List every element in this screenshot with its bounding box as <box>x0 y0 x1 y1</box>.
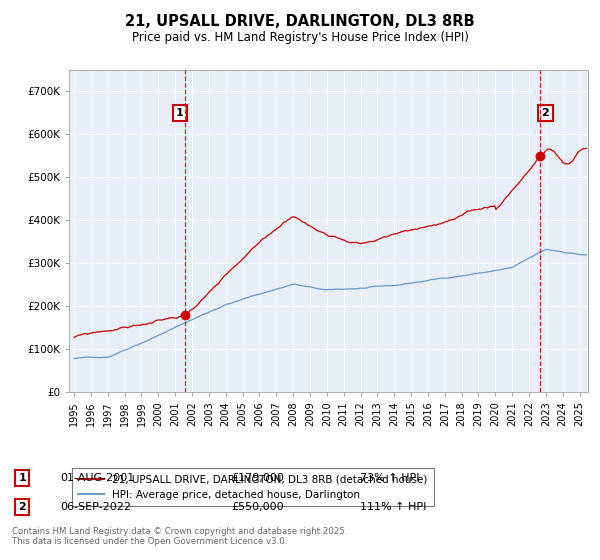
Text: Contains HM Land Registry data © Crown copyright and database right 2025.
This d: Contains HM Land Registry data © Crown c… <box>12 526 347 546</box>
Legend: 21, UPSALL DRIVE, DARLINGTON, DL3 8RB (detached house), HPI: Average price, deta: 21, UPSALL DRIVE, DARLINGTON, DL3 8RB (d… <box>71 468 434 506</box>
Text: 2: 2 <box>19 502 26 512</box>
Text: 1: 1 <box>19 473 26 483</box>
Text: £179,000: £179,000 <box>231 473 284 483</box>
Text: £550,000: £550,000 <box>231 502 284 512</box>
Text: 1: 1 <box>176 108 184 118</box>
Text: 21, UPSALL DRIVE, DARLINGTON, DL3 8RB: 21, UPSALL DRIVE, DARLINGTON, DL3 8RB <box>125 14 475 29</box>
Text: 2: 2 <box>541 108 549 118</box>
Text: 01-AUG-2001: 01-AUG-2001 <box>60 473 134 483</box>
Text: 06-SEP-2022: 06-SEP-2022 <box>60 502 131 512</box>
Text: 111% ↑ HPI: 111% ↑ HPI <box>360 502 427 512</box>
Text: Price paid vs. HM Land Registry's House Price Index (HPI): Price paid vs. HM Land Registry's House … <box>131 31 469 44</box>
Text: 73% ↑ HPI: 73% ↑ HPI <box>360 473 419 483</box>
